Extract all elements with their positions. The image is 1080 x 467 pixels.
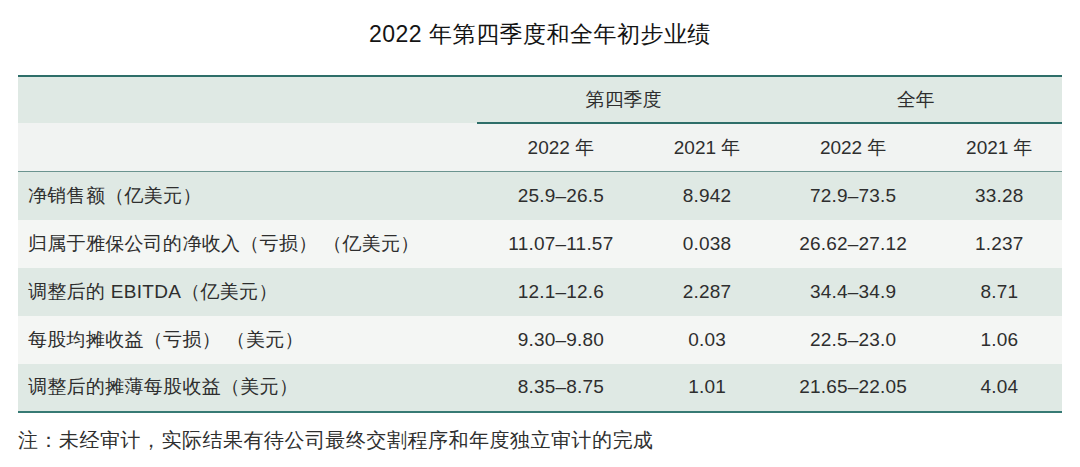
results-table: 第四季度 全年 2022 年 2021 年 2022 年 2021 年 净销售额… [18,75,1062,413]
cell-value: 1.06 [937,316,1062,364]
cell-value: 0.038 [644,220,769,268]
cell-value: 8.35–8.75 [477,364,644,412]
row-label: 归属于雅保公司的净收入（亏损） （亿美元） [18,220,477,268]
cell-value: 8.942 [644,172,769,220]
footnote: 注：未经审计，实际结果有待公司最终交割程序和年度独立审计的完成 [18,427,1062,454]
sub-header-fy-2022: 2022 年 [770,123,937,172]
group-header-fullyear: 全年 [770,76,1062,123]
table-row-net-sales: 净销售额（亿美元） 25.9–26.5 8.942 72.9–73.5 33.2… [18,172,1062,220]
sub-header-q4-2022: 2022 年 [477,123,644,172]
group-header-q4: 第四季度 [477,76,769,123]
cell-value: 26.62–27.12 [770,220,937,268]
table-row-adjusted-ebitda: 调整后的 EBITDA（亿美元） 12.1–12.6 2.287 34.4–34… [18,268,1062,316]
cell-value: 0.03 [644,316,769,364]
sub-header-q4-2021: 2021 年 [644,123,769,172]
cell-value: 21.65–22.05 [770,364,937,412]
cell-value: 9.30–9.80 [477,316,644,364]
sub-header-empty-cell [18,123,477,172]
sub-header-fy-2021: 2021 年 [937,123,1062,172]
cell-value: 1.01 [644,364,769,412]
cell-value: 1.237 [937,220,1062,268]
cell-value: 11.07–11.57 [477,220,644,268]
cell-value: 33.28 [937,172,1062,220]
page: 2022 年第四季度和全年初步业绩 第四季度 全年 2022 年 2021 年 … [0,0,1080,467]
cell-value: 8.71 [937,268,1062,316]
cell-value: 34.4–34.9 [770,268,937,316]
row-label: 调整后的 EBITDA（亿美元） [18,268,477,316]
cell-value: 25.9–26.5 [477,172,644,220]
group-header-row: 第四季度 全年 [18,76,1062,123]
row-label: 调整后的摊薄每股收益（美元） [18,364,477,412]
table-row-adjusted-diluted-eps: 调整后的摊薄每股收益（美元） 8.35–8.75 1.01 21.65–22.0… [18,364,1062,412]
cell-value: 2.287 [644,268,769,316]
cell-value: 4.04 [937,364,1062,412]
cell-value: 22.5–23.0 [770,316,937,364]
cell-value: 72.9–73.5 [770,172,937,220]
table-row-net-income: 归属于雅保公司的净收入（亏损） （亿美元） 11.07–11.57 0.038 … [18,220,1062,268]
page-title: 2022 年第四季度和全年初步业绩 [0,0,1080,50]
group-header-empty-cell [18,76,477,123]
row-label: 净销售额（亿美元） [18,172,477,220]
cell-value: 12.1–12.6 [477,268,644,316]
sub-header-row: 2022 年 2021 年 2022 年 2021 年 [18,123,1062,172]
table-row-diluted-eps: 每股均摊收益（亏损） （美元） 9.30–9.80 0.03 22.5–23.0… [18,316,1062,364]
row-label: 每股均摊收益（亏损） （美元） [18,316,477,364]
